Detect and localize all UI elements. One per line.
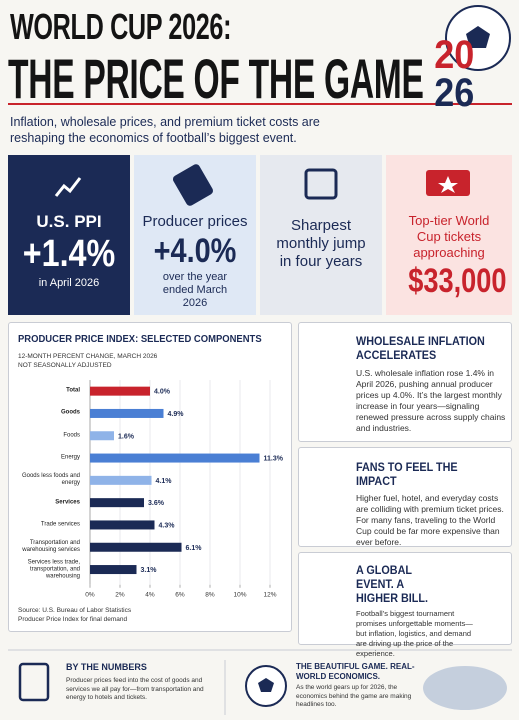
sidebar-text: Higher fuel, hotel, and everyday costs a… bbox=[356, 493, 504, 547]
sidebar-item: WHOLESALE INFLATION ACCELERATES U.S. who… bbox=[356, 334, 506, 434]
value-label: 1.6% bbox=[118, 433, 135, 440]
y-tick-label: Goods less foods and energy bbox=[21, 473, 80, 487]
value-label: 4.3% bbox=[159, 522, 176, 529]
footer-title: THE BEAUTIFUL GAME. REAL-WORLD ECONOMICS… bbox=[296, 662, 415, 681]
bar bbox=[90, 431, 114, 441]
y-tick-label: Transportation and warehousing services bbox=[22, 540, 80, 554]
x-tick-label: 0% bbox=[85, 592, 95, 599]
sidebar-panel bbox=[298, 552, 512, 645]
x-tick-label: 6% bbox=[175, 592, 185, 599]
stat-label: Producer prices bbox=[142, 213, 248, 230]
stat-card: Sharpest monthly jump in four years bbox=[260, 155, 382, 315]
ticket-star bbox=[438, 176, 458, 193]
bar bbox=[90, 565, 137, 575]
stat-value: $33,000 bbox=[408, 262, 507, 300]
value-label: 4.0% bbox=[154, 389, 171, 396]
bar bbox=[90, 520, 155, 530]
value-label: 6.1% bbox=[186, 545, 203, 552]
growth-icon bbox=[54, 177, 82, 197]
y-tick-label: Total bbox=[66, 387, 80, 394]
x-tick-label: 10% bbox=[233, 592, 246, 599]
footer-item: THE BEAUTIFUL GAME. REAL-WORLD ECONOMICS… bbox=[296, 662, 421, 710]
stat-value: +4.0% bbox=[153, 232, 237, 270]
stat-card: U.S. PPI +1.4% in April 2026 bbox=[8, 155, 130, 315]
card-bg bbox=[8, 155, 130, 315]
stat-card: Producer prices +4.0% over the year ende… bbox=[134, 155, 256, 315]
sidebar-panel bbox=[298, 322, 512, 442]
y-tick-label: Energy bbox=[60, 454, 80, 461]
x-tick-label: 12% bbox=[263, 592, 276, 599]
sidebar-panel bbox=[298, 447, 512, 547]
y-tick-label: Goods bbox=[61, 409, 80, 416]
x-tick-label: 4% bbox=[145, 592, 155, 599]
bar bbox=[90, 498, 144, 508]
logo-bottom: 26 bbox=[434, 71, 475, 115]
value-label: 4.1% bbox=[156, 478, 173, 485]
stat-label: Top-tier World Cup tickets approaching bbox=[408, 213, 490, 260]
y-tick-label: Services bbox=[55, 499, 80, 506]
sidebar-title: WHOLESALE INFLATION ACCELERATES bbox=[356, 334, 485, 362]
ball-patch bbox=[466, 26, 490, 48]
card-bg bbox=[260, 155, 382, 315]
clipboard-icon bbox=[18, 662, 50, 702]
chart-note: NOT SEASONALLY ADJUSTED bbox=[18, 362, 112, 369]
value-label: 4.9% bbox=[168, 411, 185, 418]
tag-icon bbox=[172, 164, 214, 206]
footer-text: As the world gears up for 2026, the econ… bbox=[296, 684, 412, 708]
x-tick-label: 2% bbox=[115, 592, 125, 599]
map-graphic bbox=[423, 666, 507, 710]
sidebar-text: U.S. wholesale inflation rose 1.4% in Ap… bbox=[356, 368, 506, 433]
bar bbox=[90, 475, 152, 485]
bar bbox=[90, 453, 260, 463]
stat-label: Sharpest monthly jump in four years bbox=[276, 217, 366, 270]
stat-label: U.S. PPI bbox=[36, 212, 102, 231]
bar bbox=[90, 386, 150, 396]
sidebar-item: FANS TO FEEL THE IMPACT Higher fuel, hot… bbox=[356, 460, 506, 548]
y-tick-label: Trade services bbox=[40, 521, 80, 528]
ball-patch bbox=[258, 678, 274, 692]
bar bbox=[90, 408, 164, 418]
stat-card: Top-tier World Cup tickets approaching $… bbox=[386, 155, 512, 315]
chart-source: Source: U.S. Bureau of Labor Statistics … bbox=[18, 607, 132, 623]
footer-text: Producer prices feed into the cost of go… bbox=[66, 677, 204, 701]
sidebar-title: FANS TO FEEL THE IMPACT bbox=[356, 460, 458, 488]
y-tick-label: Services less trade, transportation, and… bbox=[27, 559, 80, 580]
value-label: 3.1% bbox=[141, 567, 158, 574]
title: THE PRICE OF THE GAME bbox=[8, 47, 424, 110]
logo-top: 20 bbox=[434, 33, 475, 77]
sidebar-item: A GLOBAL EVENT. A HIGHER BILL. Football’… bbox=[356, 563, 506, 659]
chart-title: PRODUCER PRICE INDEX: SELECTED COMPONENT… bbox=[18, 333, 262, 345]
stat-value: +1.4% bbox=[22, 233, 116, 275]
stat-note: over the year ended March 2026 bbox=[162, 271, 228, 309]
subtitle: Inflation, wholesale prices, and premium… bbox=[10, 115, 320, 145]
footer-title: BY THE NUMBERS bbox=[66, 662, 147, 672]
stat-note: in April 2026 bbox=[38, 277, 100, 289]
calendar-icon bbox=[304, 168, 338, 200]
footer-item: BY THE NUMBERS Producer prices feed into… bbox=[66, 662, 216, 703]
bar bbox=[90, 542, 182, 552]
sidebar-title: A GLOBAL EVENT. A HIGHER BILL. bbox=[356, 563, 428, 605]
x-tick-label: 8% bbox=[205, 592, 215, 599]
value-label: 11.3% bbox=[264, 456, 284, 463]
value-label: 3.6% bbox=[148, 500, 165, 507]
title: WORLD CUP 2026: bbox=[10, 6, 232, 47]
sidebar-text: Football’s biggest tournament promises u… bbox=[356, 609, 473, 658]
chart-subtitle: 12-MONTH PERCENT CHANGE, MARCH 2026 bbox=[18, 353, 158, 360]
y-tick-label: Foods bbox=[63, 432, 80, 439]
